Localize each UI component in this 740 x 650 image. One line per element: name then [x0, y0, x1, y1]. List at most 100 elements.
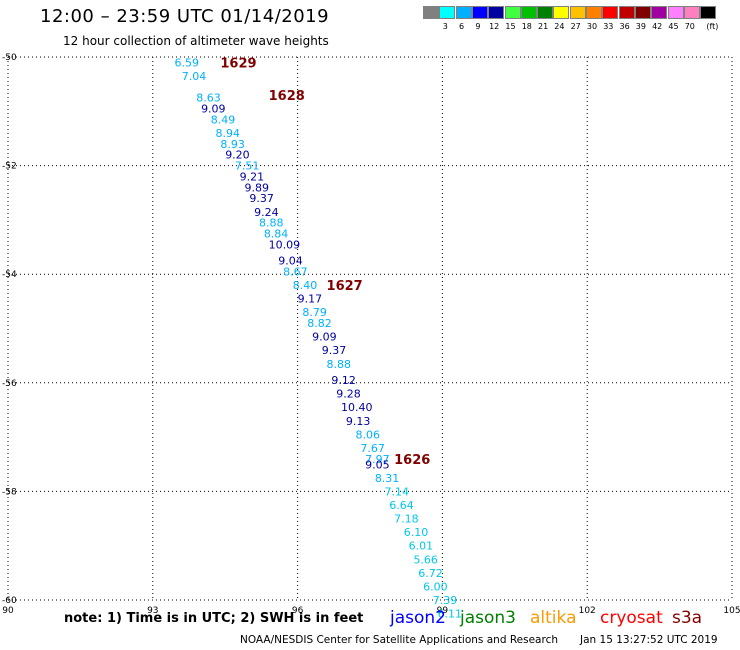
wave-height-label: 8.84 [264, 227, 289, 240]
wave-height-label: 6.59 [175, 56, 200, 69]
x-tick-label: 90 [2, 606, 14, 616]
wave-height-label: 9.09 [312, 331, 337, 344]
legend-tick-label: 18 [521, 22, 532, 31]
x-tick-label: 105 [723, 606, 740, 616]
wave-height-label: 9.24 [254, 206, 279, 219]
legend-tick-label: 21 [538, 22, 549, 31]
wave-height-label: 8.93 [220, 138, 245, 151]
wave-height-label: 8.40 [293, 279, 318, 292]
legend-color-swatch [537, 6, 554, 19]
legend-tick-label: 39 [635, 22, 646, 31]
wave-height-label: 10.40 [341, 401, 373, 414]
wave-height-label: 8.79 [302, 306, 327, 319]
legend-tick-label: 27 [570, 22, 581, 31]
legend-color-swatch [439, 6, 456, 19]
legend-tick-label: 15 [505, 22, 516, 31]
wave-height-label: 7.39 [433, 594, 458, 607]
y-tick-label: -54 [2, 270, 17, 280]
wave-height-label: 9.13 [346, 415, 371, 428]
legend-tick-label: 42 [652, 22, 663, 31]
wave-height-label: 10.09 [269, 238, 301, 251]
legend-color-swatch [520, 6, 537, 19]
chart-subtitle: 12 hour collection of altimeter wave hei… [63, 34, 329, 48]
legend-color-swatch [488, 6, 505, 19]
legend-tick-label: 45 [668, 22, 679, 31]
wave-height-label: 6.11 [438, 608, 463, 621]
legend-tick-label: 24 [554, 22, 565, 31]
wave-height-label: 7.18 [394, 513, 419, 526]
x-tick-label: 99 [437, 606, 449, 616]
y-tick-label: -60 [2, 596, 17, 606]
legend-tick-label: 36 [619, 22, 630, 31]
wave-height-label: 7.51 [235, 160, 260, 173]
satellite-name: cryosat [600, 608, 663, 628]
wave-height-label: 6.72 [418, 567, 443, 580]
legend-color-swatch [504, 6, 521, 19]
legend-color-swatch [651, 6, 668, 19]
wave-height-label: 9.89 [245, 181, 269, 194]
legend-tick-label: 33 [603, 22, 614, 31]
wave-height-label: 6.64 [389, 499, 414, 512]
wave-height-label: 8.88 [259, 217, 284, 230]
legend-tick-label: 3 [442, 22, 448, 31]
wave-height-label: 9.37 [249, 192, 273, 205]
legend-color-swatch [618, 6, 635, 19]
legend-color-swatch [683, 6, 700, 19]
wave-height-label: 7.67 [360, 442, 385, 455]
y-tick-label: -58 [2, 487, 17, 497]
legend-tick-label: 12 [489, 22, 500, 31]
legend-tick-label: 30 [586, 22, 598, 31]
x-tick-label: 102 [579, 606, 596, 616]
wave-height-label: 7.14 [384, 485, 409, 498]
wave-height-label: 9.20 [225, 149, 250, 162]
wave-height-label: 8.06 [356, 428, 381, 441]
legend-color-swatch [423, 6, 439, 19]
satellite-name: jason2 [390, 608, 446, 628]
satellite-name: s3a [672, 608, 703, 628]
y-tick-label: -50 [2, 53, 17, 63]
legend-color-swatch [667, 6, 684, 19]
y-tick-label: -56 [2, 379, 17, 389]
legend-color-swatch [700, 6, 717, 19]
legend-color-swatch [634, 6, 651, 19]
wave-height-label: 8.82 [307, 317, 332, 330]
wave-height-label: 9.37 [322, 344, 347, 357]
legend-color-swatch [553, 6, 570, 19]
wave-height-label: 5.66 [413, 553, 438, 566]
satellite-name: altika [530, 608, 577, 628]
pass-time-label: 1628 [269, 89, 305, 104]
generated-timestamp: Jan 15 13:27:52 UTC 2019 [580, 634, 718, 646]
wave-height-label: 9.09 [201, 103, 226, 116]
wave-height-label: 7.97 [365, 453, 390, 466]
credit-text: NOAA/NESDIS Center for Satellite Applica… [240, 634, 558, 646]
chart-title: 12:00 – 23:59 UTC 01/14/2019 [40, 6, 330, 27]
y-tick-label: -52 [2, 162, 17, 172]
wave-height-label: 6.01 [409, 540, 434, 553]
wave-height-label: 8.94 [216, 127, 241, 140]
legend-unit-label: (ft) [706, 22, 719, 31]
wave-height-label: 8.67 [283, 265, 308, 278]
satellite-name: jason3 [460, 608, 516, 628]
wave-height-label: 8.49 [211, 113, 236, 126]
wave-height-label: 9.17 [298, 293, 323, 306]
wave-height-label: 6.00 [423, 580, 448, 593]
wave-height-label: 9.12 [331, 374, 356, 387]
wave-height-label: 9.28 [336, 388, 361, 401]
legend-color-swatch [455, 6, 472, 19]
wave-height-label: 7.04 [182, 70, 207, 83]
legend-tick-label: 70 [684, 22, 695, 31]
x-tick-label: 93 [147, 606, 158, 616]
wave-height-label: 6.10 [404, 526, 429, 539]
legend-color-swatch [602, 6, 619, 19]
legend-color-swatch [586, 6, 602, 19]
legend-tick-label: 9 [475, 22, 481, 31]
footer-note: note: 1) Time is in UTC; 2) SWH is in fe… [64, 611, 364, 626]
legend-color-swatch [569, 6, 586, 19]
wave-height-label: 9.04 [278, 255, 303, 268]
wave-height-label: 9.05 [365, 458, 390, 471]
wave-height-label: 8.88 [327, 358, 352, 371]
pass-time-label: 1629 [220, 56, 256, 71]
pass-time-label: 1626 [394, 453, 430, 468]
pass-time-label: 1627 [327, 279, 363, 294]
